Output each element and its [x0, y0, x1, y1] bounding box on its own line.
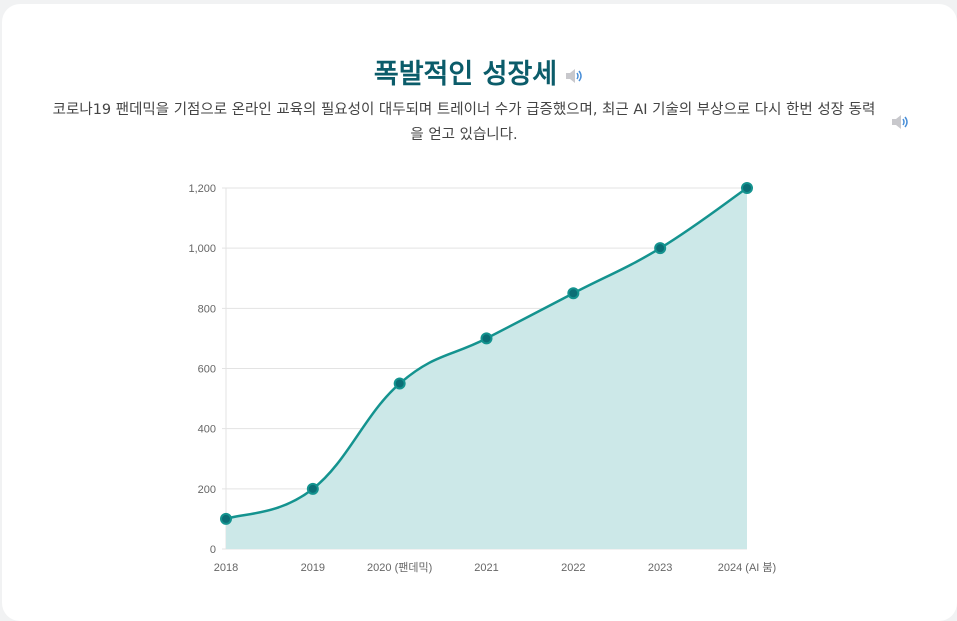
x-tick-label: 2018	[214, 562, 238, 574]
x-tick-label: 2020 (팬데믹)	[367, 561, 432, 574]
speaker-icon[interactable]	[891, 114, 909, 130]
area-fill	[226, 188, 747, 549]
x-tick-label: 2019	[301, 562, 325, 574]
x-tick-label: 2023	[648, 562, 672, 574]
y-tick-label: 1,000	[188, 243, 216, 255]
data-point	[741, 182, 753, 194]
x-tick-label: 2024 (AI 붐)	[718, 561, 776, 574]
x-tick-label: 2022	[561, 562, 585, 574]
y-tick-label: 0	[210, 544, 216, 556]
y-tick-label: 1,200	[188, 183, 216, 195]
data-point	[567, 287, 580, 300]
subtitle: 코로나19 팬데믹을 기점으로 온라인 교육의 필요성이 대두되며 트레이너 수…	[52, 102, 876, 143]
title-text: 폭발적인 성장세	[373, 59, 558, 90]
y-tick-label: 800	[198, 303, 216, 315]
speaker-icon[interactable]	[565, 68, 583, 84]
data-point	[654, 242, 667, 255]
data-point	[306, 482, 319, 495]
data-point	[220, 512, 232, 525]
y-tick-label: 400	[198, 424, 216, 436]
data-point	[480, 332, 493, 345]
y-tick-label: 600	[198, 364, 216, 376]
data-point	[393, 377, 406, 390]
y-tick-label: 200	[198, 484, 216, 496]
x-tick-label: 2021	[474, 562, 498, 574]
page-title: 폭발적인 성장세	[0, 52, 957, 91]
